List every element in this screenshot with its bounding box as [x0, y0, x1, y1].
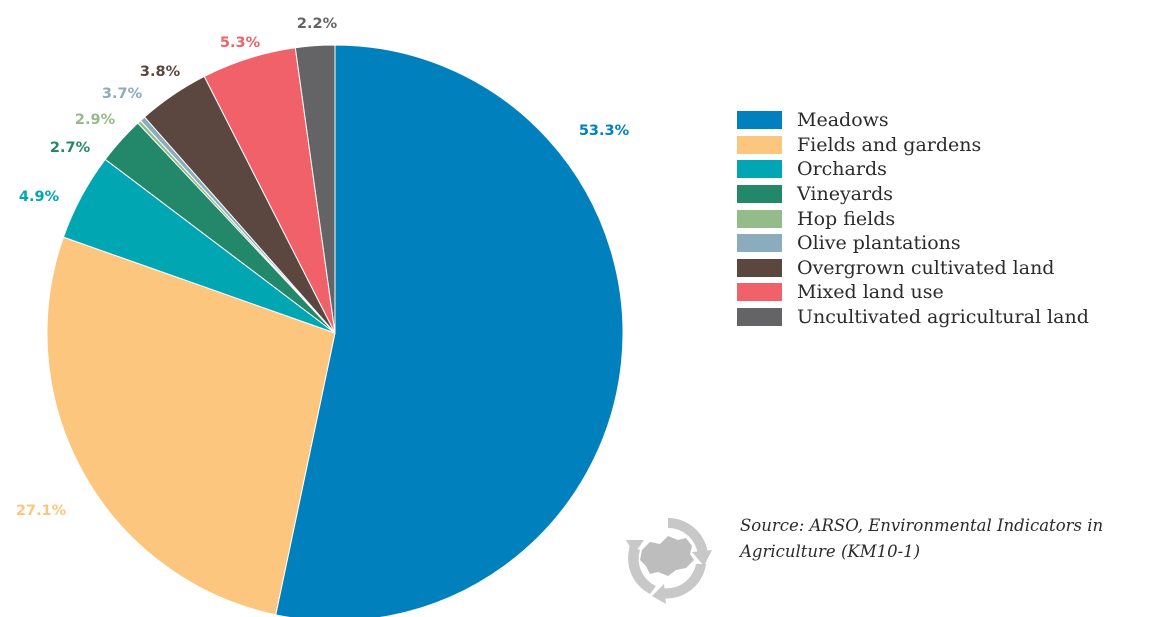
legend: Meadows Fields and gardens Orchards Vineyar… — [737, 108, 1089, 329]
legend-label: Meadows — [797, 109, 889, 132]
legend-item-overgrown-cultivated-land: Overgrown cultivated land — [737, 256, 1089, 281]
pie-label-uncultivated-agricultural-land: 2.2% — [297, 16, 338, 32]
legend-swatch — [737, 160, 782, 179]
legend-swatch — [737, 258, 782, 277]
legend-swatch — [737, 234, 782, 253]
pie-label-vineyards: 2.7% — [50, 140, 91, 156]
legend-item-mixed-land-use: Mixed land use — [737, 280, 1089, 305]
pie-label-hop-fields: 2.9% — [75, 112, 116, 128]
pie-chart: 53.3% 27.1% 4.9% 2.7% 2.9% 3.7% 3.8% 5.3% 2.2% — [16, 16, 630, 617]
pie-slice-uncultivated-agricultural-land — [294, 44, 336, 334]
source-note: Source: ARSO, Environmental Indicators i… — [740, 513, 1157, 565]
legend-label: Overgrown cultivated land — [797, 256, 1055, 279]
pie-label-overgrown-cultivated-land: 3.8% — [140, 64, 181, 80]
legend-item-vineyards: Vineyards — [737, 182, 1089, 207]
legend-swatch — [737, 111, 782, 130]
pie-slice-meadows — [275, 44, 624, 617]
legend-item-hop-fields: Hop fields — [737, 206, 1089, 231]
pie-label-olive-plantations: 3.7% — [102, 86, 143, 102]
legend-label: Vineyards — [797, 183, 894, 206]
recycle-arrows-slovenia-map-icon — [626, 517, 712, 604]
pie-label-mixed-land-use: 5.3% — [220, 35, 261, 51]
legend-swatch — [737, 135, 782, 154]
pie-label-fields-and-gardens: 27.1% — [16, 503, 67, 519]
pie-slices — [46, 44, 624, 617]
legend-label: Orchards — [797, 158, 887, 181]
legend-item-uncultivated-agricultural-land: Uncultivated agricultural land — [737, 305, 1089, 330]
source-line-2: Agriculture (KM10-1) — [740, 542, 921, 561]
legend-item-fields-and-gardens: Fields and gardens — [737, 133, 1089, 158]
pie-percent-labels: 53.3% 27.1% 4.9% 2.7% 2.9% 3.7% 3.8% 5.3% 2.2% — [16, 16, 630, 519]
pie-label-orchards: 4.9% — [19, 189, 60, 205]
legend-swatch — [737, 209, 782, 228]
legend-label: Hop fields — [797, 207, 896, 230]
legend-swatch — [737, 283, 782, 302]
legend-swatch — [737, 185, 782, 204]
legend-item-orchards: Orchards — [737, 157, 1089, 182]
source-line-1: Source: ARSO, Environmental Indicators i… — [740, 516, 1104, 535]
legend-label: Uncultivated agricultural land — [797, 306, 1089, 329]
pie-label-meadows: 53.3% — [579, 123, 630, 139]
legend-swatch — [737, 308, 782, 327]
legend-item-olive-plantations: Olive plantations — [737, 231, 1089, 256]
pie-slice-fields-and-gardens — [46, 236, 336, 616]
legend-item-meadows: Meadows — [737, 108, 1089, 133]
legend-label: Mixed land use — [797, 281, 944, 304]
legend-label: Olive plantations — [797, 232, 961, 255]
legend-label: Fields and gardens — [797, 133, 982, 156]
